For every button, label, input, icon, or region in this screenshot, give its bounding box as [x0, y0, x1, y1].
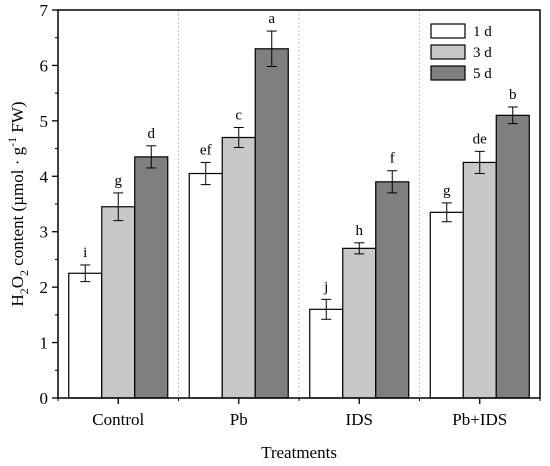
- significance-letter: j: [323, 279, 328, 295]
- legend-swatch: [430, 23, 466, 39]
- bar: [495, 114, 530, 399]
- legend-label: 1 d: [473, 24, 492, 40]
- significance-letter: f: [390, 151, 395, 167]
- bar: [309, 308, 344, 399]
- legend-label: 5 d: [473, 66, 492, 82]
- bar: [254, 48, 289, 399]
- y-tick-label: 1: [40, 334, 49, 353]
- significance-letter: b: [509, 87, 517, 103]
- x-tick-label: IDS: [346, 410, 373, 429]
- significance-letter: i: [83, 245, 87, 261]
- significance-letter: g: [443, 183, 451, 199]
- bar: [221, 136, 256, 399]
- bar: [101, 206, 136, 399]
- legend-swatch: [430, 65, 466, 81]
- bar: [342, 247, 377, 399]
- significance-letter: h: [356, 223, 364, 239]
- y-axis-title: H2O2 content (µmol · g-1 FW): [5, 101, 31, 306]
- y-tick-label: 2: [40, 278, 49, 297]
- bar: [188, 172, 223, 399]
- plot-area: i ef j g g c h de d a f b 0 1 2 3 4 5 6 7 Control Pb IDS Pb+IDS…: [5, 1, 541, 462]
- significance-letter: g: [115, 173, 123, 189]
- x-tick-label: Control: [92, 410, 144, 429]
- bar: [375, 181, 410, 399]
- bar: [429, 211, 464, 399]
- y-tick-label: 0: [40, 389, 49, 408]
- legend-swatch: [430, 44, 466, 60]
- bar: [462, 161, 497, 399]
- y-tick-label: 5: [40, 112, 49, 131]
- significance-letter: c: [235, 108, 242, 124]
- x-axis-title: Treatments: [261, 443, 337, 462]
- significance-letter: ef: [200, 142, 212, 158]
- bar: [68, 272, 103, 399]
- y-tick-label: 4: [40, 167, 49, 186]
- significance-letter: d: [148, 126, 156, 142]
- significance-letter: a: [268, 11, 275, 27]
- x-tick-label: Pb: [230, 410, 248, 429]
- y-tick-label: 7: [40, 1, 49, 20]
- legend-label: 3 d: [473, 45, 492, 61]
- significance-letter: de: [473, 131, 488, 147]
- y-tick-label: 6: [40, 56, 49, 75]
- x-tick-label: Pb+IDS: [452, 410, 507, 429]
- y-tick-label: 3: [40, 223, 49, 242]
- bar: [134, 156, 169, 399]
